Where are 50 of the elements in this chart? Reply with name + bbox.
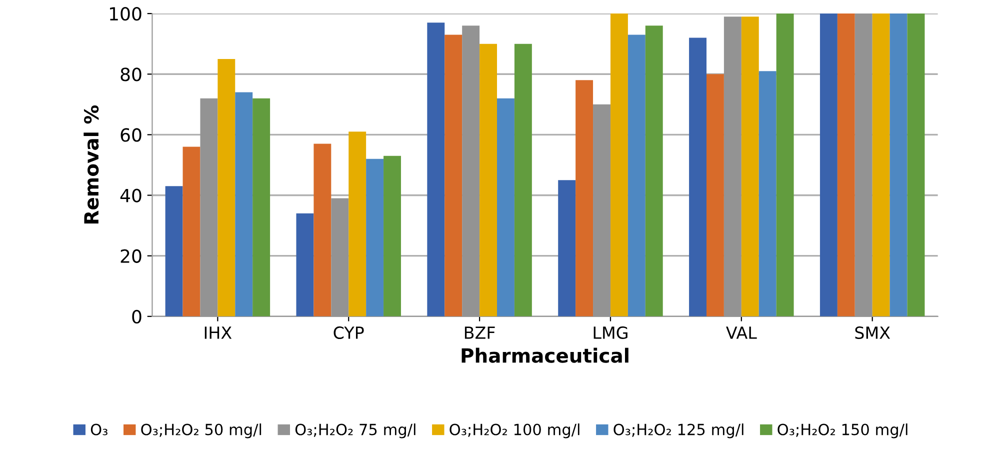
bar <box>837 14 855 316</box>
y-tick-label: 100 <box>110 7 142 21</box>
bar <box>480 44 497 316</box>
x-tick-label: BZF <box>464 326 495 339</box>
bar <box>820 14 838 316</box>
bar <box>348 132 366 316</box>
legend-label: O₃ <box>90 424 108 436</box>
x-axis-title: Pharmaceutical <box>462 348 628 363</box>
bar <box>384 156 401 316</box>
x-tick-label: IHX <box>204 326 232 339</box>
bar <box>576 80 594 316</box>
bar <box>235 92 253 316</box>
bar <box>366 158 384 316</box>
bar <box>165 186 183 316</box>
legend-label: O₃;H₂O₂ 50 mg/l <box>141 423 262 438</box>
bar <box>645 26 663 316</box>
bar <box>444 34 462 316</box>
x-tick-label: CYP <box>334 326 364 340</box>
bar <box>706 74 724 316</box>
bar <box>872 14 890 316</box>
y-tick-label: 0 <box>132 310 142 324</box>
bar <box>689 38 706 316</box>
bar <box>907 14 925 316</box>
bar <box>514 44 532 316</box>
bar <box>252 98 270 316</box>
x-tick-label: SMX <box>855 326 890 340</box>
x-tick-label: LMG <box>594 326 628 340</box>
y-tick-label: 60 <box>120 128 142 142</box>
bar <box>610 14 628 316</box>
bar <box>758 71 776 316</box>
bar <box>218 58 236 316</box>
legend-label: O₃;H₂O₂ 125 mg/l <box>614 423 744 438</box>
y-tick-label: 20 <box>120 249 142 263</box>
bar <box>890 14 908 316</box>
legend-label: O₃;H₂O₂ 150 mg/l <box>778 423 908 438</box>
legend-label: O₃;H₂O₂ 75 mg/l <box>295 423 416 438</box>
bar <box>182 146 200 316</box>
bar <box>497 98 514 316</box>
bar <box>427 22 445 316</box>
x-tick-label: VAL <box>726 326 757 339</box>
y-tick-label: 40 <box>120 188 142 202</box>
bar <box>628 34 646 316</box>
bar <box>296 213 314 316</box>
y-tick-label: 80 <box>120 68 142 82</box>
legend-label: O₃;H₂O₂ 100 mg/l <box>450 423 580 438</box>
bar <box>314 144 332 316</box>
y-axis-title: Removal % <box>84 105 99 224</box>
bar <box>741 16 759 316</box>
bar <box>558 180 576 316</box>
bar <box>776 14 794 316</box>
